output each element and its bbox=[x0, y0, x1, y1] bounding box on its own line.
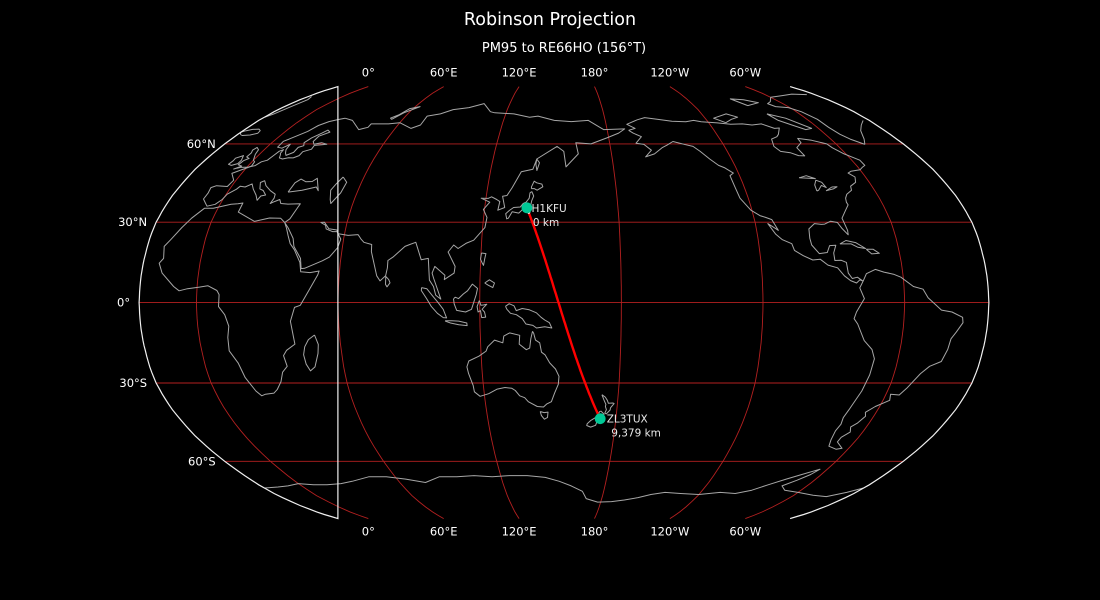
longitude-label-top: 120°E bbox=[502, 66, 537, 80]
longitude-label-bottom: 0° bbox=[362, 525, 375, 539]
longitude-label-bottom: 120°W bbox=[650, 525, 689, 539]
latitude-label-left: 60°S bbox=[188, 454, 216, 468]
station-distance-label: 9,379 km bbox=[611, 428, 661, 440]
longitude-label-top: 180° bbox=[581, 66, 609, 80]
latitude-label-left: 30°S bbox=[119, 376, 147, 390]
longitude-label-bottom: 180° bbox=[581, 525, 609, 539]
axes-title: PM95 to RE66HO (156°T) bbox=[481, 41, 647, 56]
latitude-label-left: 60°N bbox=[187, 137, 216, 151]
station-callsign-label: ZL3TUX bbox=[607, 414, 648, 426]
longitude-label-bottom: 120°E bbox=[502, 525, 537, 539]
station-marker bbox=[594, 413, 606, 425]
great-circle-path bbox=[525, 206, 602, 420]
latitude-label-left: 0° bbox=[117, 296, 130, 310]
station-distance-label: 0 km bbox=[533, 217, 559, 229]
station-marker bbox=[521, 202, 533, 214]
coastlines bbox=[158, 93, 964, 503]
longitude-label-bottom: 60°W bbox=[729, 525, 761, 539]
longitude-label-top: 60°W bbox=[729, 66, 761, 80]
projection-outline bbox=[138, 85, 990, 520]
station-callsign-label: JH1KFU bbox=[527, 203, 566, 215]
longitude-label-top: 120°W bbox=[650, 66, 689, 80]
longitude-label-top: 60°E bbox=[430, 66, 458, 80]
latitude-label-left: 30°N bbox=[118, 215, 147, 229]
figure-title: Robinson Projection bbox=[463, 10, 637, 30]
longitude-label-bottom: 60°E bbox=[430, 525, 458, 539]
longitude-label-top: 0° bbox=[362, 66, 375, 80]
